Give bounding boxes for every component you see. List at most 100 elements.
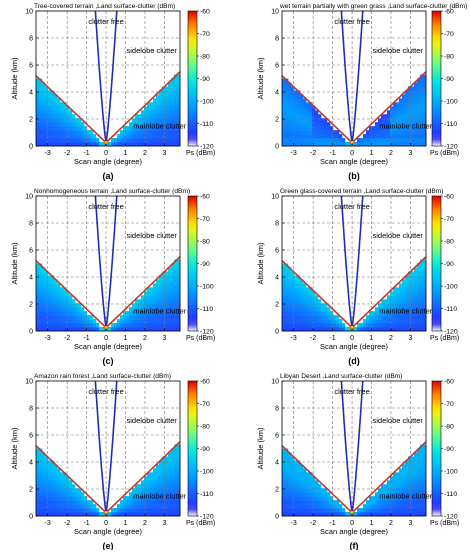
heatmap-cell: [381, 315, 385, 320]
heatmap-cell: [399, 142, 403, 147]
heatmap-cell: [390, 496, 394, 501]
heatmap-cell: [333, 319, 337, 324]
heatmap-cell: [111, 327, 115, 332]
heatmap-cell: [156, 327, 160, 332]
heatmap-cell: [387, 323, 391, 328]
heatmap-cell: [141, 508, 145, 513]
heatmap-cell: [381, 134, 385, 139]
heatmap-cell: [321, 130, 325, 135]
heatmap-cell: [411, 122, 415, 127]
heatmap-cell: [417, 122, 421, 127]
heatmap-cell: [336, 130, 340, 135]
heatmap-cell: [123, 500, 127, 505]
heatmap-cell: [81, 512, 85, 517]
heatmap-cell: [171, 315, 175, 320]
heatmap-cell: [45, 480, 49, 485]
heatmap-cell: [411, 472, 415, 477]
heatmap-cell: [144, 492, 148, 497]
heatmap-cell: [153, 283, 157, 288]
heatmap-cell: [144, 504, 148, 509]
x-tick-label: 2: [143, 520, 147, 527]
heatmap-cell: [288, 138, 292, 143]
heatmap-cell: [153, 122, 157, 127]
heatmap-cell: [315, 138, 319, 143]
heatmap-cell: [378, 327, 382, 332]
heatmap-cell: [315, 307, 319, 312]
heatmap-cell: [48, 275, 52, 280]
heatmap-cell: [417, 452, 421, 457]
heatmap-cell: [288, 98, 292, 103]
heatmap-cell: [42, 94, 46, 99]
heatmap-cell: [123, 323, 127, 328]
heatmap-cell: [102, 512, 106, 517]
heatmap-cell: [39, 488, 43, 493]
heatmap-cell: [177, 86, 181, 91]
heatmap-cell: [390, 315, 394, 320]
heatmap-cell: [282, 86, 286, 91]
y-tick-label: 2: [275, 117, 279, 124]
heatmap-cell: [60, 295, 64, 300]
heatmap-cell: [174, 476, 178, 481]
heatmap-cell: [36, 267, 40, 272]
colorbar: [431, 380, 442, 517]
heatmap-cell: [288, 512, 292, 517]
heatmap-cell: [417, 287, 421, 292]
heatmap-cell: [321, 504, 325, 509]
heatmap-cell: [405, 102, 409, 107]
heatmap-cell: [39, 106, 43, 111]
heatmap-cell: [168, 90, 172, 95]
heatmap-cell: [63, 287, 67, 292]
chart-title: wet terrain partially with green grass ,…: [279, 3, 467, 10]
heatmap-cell: [156, 512, 160, 517]
heatmap-cell: [54, 110, 58, 115]
heatmap-cell: [315, 500, 319, 505]
heatmap-cell: [177, 118, 181, 123]
x-tick-label: -1: [83, 335, 89, 342]
heatmap-cell: [306, 291, 310, 296]
heatmap-cell: [363, 142, 367, 147]
heatmap-cell: [168, 134, 172, 139]
heatmap-cell: [57, 484, 61, 489]
heatmap-cell: [84, 496, 88, 501]
heatmap-cell: [114, 508, 118, 513]
heatmap-cell: [135, 327, 139, 332]
heatmap-cell: [129, 307, 133, 312]
heatmap-cell: [348, 512, 352, 517]
heatmap-cell: [309, 118, 313, 123]
colorbar-tick-label: -110: [444, 306, 457, 313]
heatmap-cell: [303, 291, 307, 296]
grid: [36, 11, 180, 146]
heatmap-cell: [138, 504, 142, 509]
heatmap-cell: [132, 319, 136, 324]
heatmap-cell: [330, 142, 334, 147]
heatmap-cell: [153, 476, 157, 481]
heatmap-cell: [399, 500, 403, 505]
heatmap-cell: [36, 122, 40, 127]
heatmap-cell: [36, 271, 40, 276]
heatmap-cell: [45, 311, 49, 316]
heatmap-cell: [402, 283, 406, 288]
heatmap-cell: [408, 130, 412, 135]
heatmap-cell: [396, 315, 400, 320]
heatmap-cell: [309, 319, 313, 324]
heatmap-cell: [39, 279, 43, 284]
heatmap-cell: [129, 504, 133, 509]
heatmap-cell: [399, 126, 403, 131]
heatmap-cell: [87, 323, 91, 328]
heatmap-cell: [381, 496, 385, 501]
heatmap-cell: [177, 102, 181, 107]
heatmap-cell: [423, 134, 427, 139]
heatmap-cell: [159, 295, 163, 300]
heatmap-cell: [159, 291, 163, 296]
heatmap-cell: [285, 98, 289, 103]
x-tick-label: -3: [291, 520, 297, 527]
heatmap-cell: [336, 323, 340, 328]
heatmap-cell: [423, 500, 427, 505]
heatmap-cell: [402, 315, 406, 320]
heatmap-cell: [42, 307, 46, 312]
heatmap-cell: [291, 468, 295, 473]
heatmap-cell: [138, 319, 142, 324]
heatmap-cell: [381, 492, 385, 497]
heatmap-cell: [375, 138, 379, 143]
